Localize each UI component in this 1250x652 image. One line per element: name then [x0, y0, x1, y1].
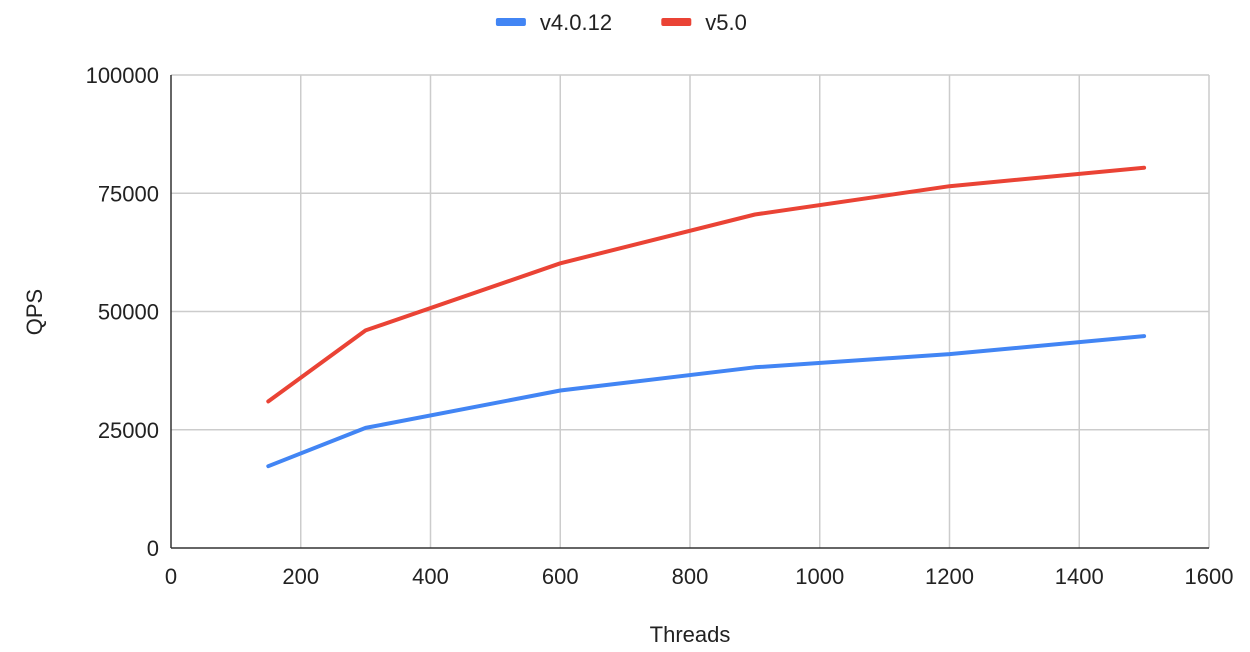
- series-line-v4-0-12: [266, 334, 1147, 469]
- legend: v4.0.12 v5.0: [495, 10, 747, 35]
- legend-label: v4.0.12: [540, 10, 612, 35]
- grid: [171, 74, 1210, 548]
- legend-swatch: [661, 18, 692, 26]
- y-axis-title: QPS: [22, 289, 47, 335]
- x-tick-label: 400: [412, 564, 449, 589]
- series: [266, 165, 1147, 469]
- x-axis-title: Threads: [650, 622, 731, 647]
- y-tick-label: 100000: [86, 63, 159, 88]
- x-tick-label: 1000: [795, 564, 844, 589]
- x-tick-label: 800: [672, 564, 709, 589]
- legend-label: v5.0: [705, 10, 747, 35]
- series-line-v5-0: [266, 165, 1147, 404]
- x-tick-label: 200: [282, 564, 319, 589]
- x-tick-label: 0: [165, 564, 177, 589]
- x-tick-label: 1600: [1185, 564, 1234, 589]
- x-tick-label: 1200: [925, 564, 974, 589]
- legend-swatch: [495, 18, 526, 26]
- axes: 0 25000 50000 75000 100000 0 200 400 600 800 1000 1…: [86, 63, 1234, 589]
- y-tick-label: 25000: [98, 418, 159, 443]
- y-tick-label: 0: [147, 536, 159, 561]
- y-tick-label: 50000: [98, 300, 159, 325]
- x-tick-label: 1400: [1055, 564, 1104, 589]
- x-tick-label: 600: [542, 564, 579, 589]
- y-tick-label: 75000: [98, 181, 159, 206]
